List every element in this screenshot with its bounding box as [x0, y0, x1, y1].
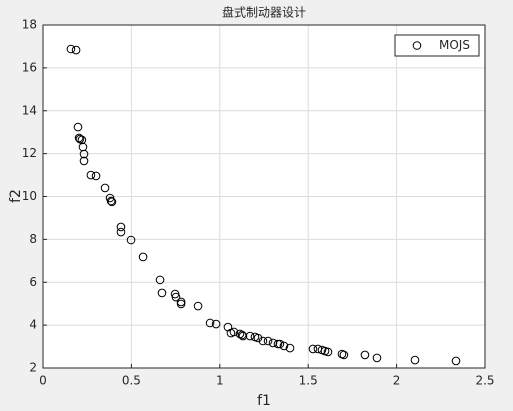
y-tick-label: 2: [29, 361, 37, 375]
point: [176, 299, 186, 309]
axes-box: [42, 24, 486, 369]
legend-label: MOJS: [439, 38, 470, 52]
point: [238, 331, 248, 341]
point: [155, 275, 165, 285]
point: [107, 197, 117, 207]
point: [116, 227, 126, 237]
y-tick-label: 4: [29, 318, 37, 332]
point: [279, 341, 289, 351]
point: [79, 149, 89, 159]
y-tick-label: 10: [22, 189, 37, 203]
point: [410, 355, 420, 365]
y-tick-label: 6: [29, 275, 37, 289]
point: [229, 327, 239, 337]
point: [372, 353, 382, 363]
y-tick-label: 16: [22, 60, 37, 74]
x-tick-label: 1.5: [299, 374, 318, 388]
point: [323, 347, 333, 357]
point: [126, 235, 136, 245]
point: [116, 222, 126, 232]
point: [205, 318, 215, 328]
point: [106, 196, 116, 206]
point: [100, 183, 110, 193]
point: [157, 288, 167, 298]
point: [268, 338, 278, 348]
point: [138, 252, 148, 262]
x-tick-label: 2.5: [475, 374, 494, 388]
x-tick-label: 0.5: [122, 374, 141, 388]
point: [285, 343, 295, 353]
x-tick-label: 1: [216, 374, 224, 388]
point: [79, 156, 89, 166]
y-tick-label: 12: [22, 146, 37, 160]
point: [360, 350, 370, 360]
point: [211, 319, 221, 329]
point: [339, 350, 349, 360]
point: [308, 344, 318, 354]
point: [258, 336, 268, 346]
point: [263, 336, 273, 346]
point: [86, 170, 96, 180]
point: [275, 339, 285, 349]
point: [74, 133, 84, 143]
legend-box: [394, 34, 480, 57]
legend-marker: [412, 41, 422, 50]
point: [193, 301, 203, 311]
x-axis-label: f1: [257, 393, 271, 409]
point: [245, 331, 255, 341]
x-tick-label: 0: [39, 374, 47, 388]
point: [73, 122, 83, 132]
x-tick-label: 2: [393, 374, 401, 388]
point: [235, 329, 245, 339]
chart-title: 盘式制动器设计: [222, 5, 306, 20]
point: [91, 171, 101, 181]
y-axis-label: f2: [8, 189, 24, 203]
point: [71, 45, 81, 55]
point: [451, 356, 461, 366]
point: [66, 44, 76, 54]
y-tick-label: 8: [29, 232, 37, 246]
y-tick-label: 18: [22, 18, 37, 32]
point: [171, 292, 181, 302]
y-tick-label: 14: [22, 103, 37, 117]
point: [253, 333, 263, 343]
